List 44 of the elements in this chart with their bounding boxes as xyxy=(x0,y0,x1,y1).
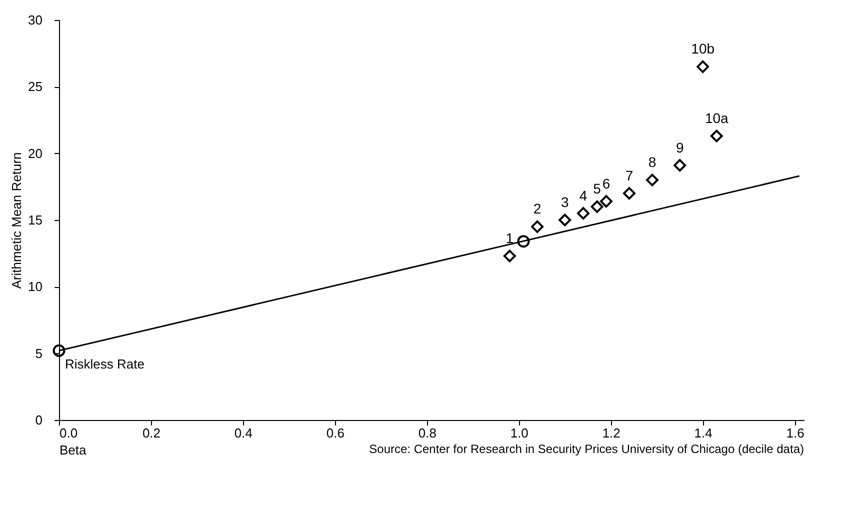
y-tick-label: 10 xyxy=(28,279,42,294)
y-tick-label: 5 xyxy=(35,346,42,361)
x-tick-label: 1.0 xyxy=(510,426,528,440)
annotation: 10a xyxy=(704,110,729,126)
point xyxy=(531,220,544,233)
x-tick-label: 1.4 xyxy=(694,426,712,440)
annotation: 9 xyxy=(676,139,684,156)
point xyxy=(558,214,572,226)
annotation: 1 xyxy=(506,230,514,246)
annotation: 4 xyxy=(579,187,588,204)
annotation: 5 xyxy=(593,180,602,197)
point xyxy=(590,200,604,213)
annotation: 10b xyxy=(691,40,715,57)
point xyxy=(52,344,66,357)
annotation: 7 xyxy=(625,167,634,184)
x-tick-label: 0.6 xyxy=(326,426,344,440)
x-tick-label: 1.2 xyxy=(602,426,620,440)
annotation: 6 xyxy=(602,175,610,192)
annotation: 2 xyxy=(533,200,542,217)
point xyxy=(623,187,636,200)
point xyxy=(503,250,516,262)
point xyxy=(577,207,590,220)
point xyxy=(674,159,686,172)
annotation: 8 xyxy=(648,154,656,170)
x-axis-title: Beta xyxy=(60,442,88,458)
x-tick-label: 0.4 xyxy=(234,426,252,440)
y-tick-label: 20 xyxy=(28,146,42,161)
point xyxy=(696,60,710,73)
y-tick-label: 25 xyxy=(28,79,42,94)
y-axis-title: Arithmetic Mean Return xyxy=(9,152,24,289)
y-tick-label: 15 xyxy=(28,212,42,228)
point xyxy=(600,195,612,208)
point xyxy=(646,174,658,186)
annotation: 3 xyxy=(560,194,569,210)
x-tick-label: 1.6 xyxy=(786,426,804,440)
source-note: Source: Center for Research in Security Prices University of Chicago (decile data) xyxy=(369,442,804,456)
point xyxy=(710,130,723,142)
y-tick-label: 0 xyxy=(35,412,42,428)
x-tick-label: 0.2 xyxy=(142,426,161,440)
x-tick-label: 0.8 xyxy=(418,426,436,440)
x-tick-label: 0.0 xyxy=(60,426,78,440)
y-tick-label: 30 xyxy=(28,12,42,28)
annotation: Riskless Rate xyxy=(65,356,144,372)
point xyxy=(517,235,530,248)
